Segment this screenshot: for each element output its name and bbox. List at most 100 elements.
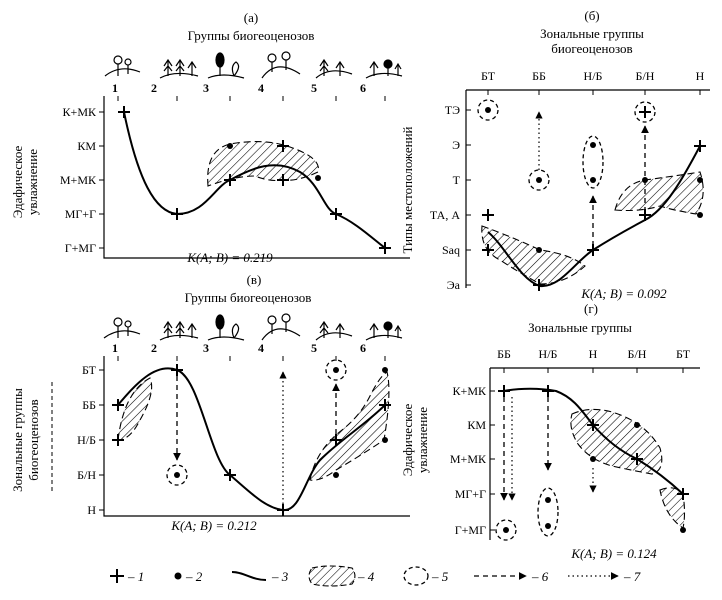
panel-v-ytick-5: Н <box>87 503 96 517</box>
panel-g-hatch-area <box>659 487 686 529</box>
panel-b-xtick-5: Н <box>696 69 705 83</box>
dot-marker <box>333 367 339 373</box>
panel-g-title: Зональные группы <box>528 320 632 335</box>
panel-b-ytick-2: Э <box>452 138 460 152</box>
group-5-icon <box>315 320 353 341</box>
panel-g-xtick-4: Б/Н <box>628 347 647 361</box>
panel-a-ytick-2: КМ <box>77 139 96 153</box>
plus-marker <box>677 488 689 500</box>
plus-marker <box>379 242 391 254</box>
panel-v-ytick-4: Б/Н <box>77 468 96 482</box>
panel-a-xtick-3: 3 <box>203 81 209 95</box>
plus-marker <box>694 140 706 152</box>
panel-g-ytick-2: КМ <box>467 418 486 432</box>
dot-marker <box>382 367 388 373</box>
panel-g-ytick-4: МГ+Г <box>455 487 486 501</box>
panel-v-xtick-1: 1 <box>112 341 118 355</box>
panel-v-title: Группы биогеоценозов <box>185 290 312 305</box>
group-6-icon <box>365 59 403 79</box>
dot-marker <box>680 527 686 533</box>
legend: – 1 – 2 – 3 – 4 – 5 – 6 – 7 <box>110 565 641 587</box>
panel-b-ytick-5: Saq <box>442 243 460 257</box>
legend-item-6: – 6 <box>474 569 549 584</box>
group-2-icon <box>159 58 199 79</box>
panel-v-coefficient: K(A; B) = 0.212 <box>170 518 257 533</box>
panel-b-dashed-oval <box>582 135 604 189</box>
panel-g-axis-ticks <box>490 368 684 531</box>
panel-b-title-1: Зональные группы <box>540 26 644 41</box>
panel-a-ytick-1: К+МК <box>63 105 97 119</box>
plus-marker <box>587 244 599 256</box>
dot-marker <box>536 247 542 253</box>
plus-marker <box>631 453 643 465</box>
group-3-icon <box>207 314 245 341</box>
panel-b-xtick-2: ББ <box>532 69 546 83</box>
plus-marker <box>587 419 599 431</box>
panel-a-title: Группы биогеоценозов <box>188 28 315 43</box>
panel-g-ytick-3: М+МК <box>450 452 487 466</box>
panel-b-dashed-oval <box>634 101 656 123</box>
group-6-icon <box>365 321 403 341</box>
panel-g-points <box>498 385 689 500</box>
plus-marker <box>277 174 289 186</box>
panel-v-xtick-6: 6 <box>360 341 366 355</box>
panel-v-ytick-2: ББ <box>82 398 96 412</box>
group-2-icon <box>159 320 199 341</box>
dot-marker <box>227 143 233 149</box>
group-4-icon <box>261 51 301 79</box>
panel-g-hatch-area <box>570 408 663 475</box>
dot-marker <box>590 456 596 462</box>
panel-b-hatch-area <box>481 225 586 285</box>
legend-plus-icon <box>110 569 124 583</box>
panel-v-ytick-3: Н/Б <box>77 433 96 447</box>
panel-a-xtick-2: 2 <box>151 81 157 95</box>
panel-g-ylabel-1: Эдафическое <box>400 404 415 477</box>
panel-g-dashed-oval <box>537 487 559 537</box>
plus-marker <box>542 385 554 397</box>
plus-marker <box>118 106 130 118</box>
plus-marker <box>498 385 510 397</box>
dot-marker <box>485 107 491 113</box>
plus-marker <box>330 208 342 220</box>
panel-a-curve <box>123 111 386 249</box>
legend-dashed-oval-icon <box>403 566 429 586</box>
panel-b-ytick-4: ТА, А <box>430 208 460 222</box>
plus-marker <box>224 174 236 186</box>
panel-v: (в) Группы биогеоценозов 1 2 3 4 5 6 БТ … <box>10 272 410 533</box>
panel-g-xtick-2: Н/Б <box>539 347 558 361</box>
panel-a-xtick-5: 5 <box>311 81 317 95</box>
plus-marker <box>379 399 391 411</box>
dot-marker <box>697 212 703 218</box>
legend-hatch-icon <box>308 565 356 587</box>
panel-v-group-icons <box>103 313 403 341</box>
plus-marker <box>482 209 494 221</box>
panel-v-hatch-area <box>117 377 153 441</box>
plus-marker <box>277 504 289 516</box>
panel-g-ytick-5: Г+МГ <box>455 523 486 537</box>
dot-marker <box>382 437 388 443</box>
dot-marker <box>503 527 509 533</box>
panel-a: (а) Группы биогеоценозов 1 2 3 4 5 6 К+М… <box>10 10 410 265</box>
dot-marker <box>333 472 339 478</box>
legend-dot-icon <box>174 572 182 580</box>
panel-v-axes <box>103 356 410 517</box>
dot-marker <box>590 177 596 183</box>
panel-b-dashed-oval <box>528 169 550 191</box>
panel-b-ytick-1: ТЭ <box>445 103 460 117</box>
panel-g-coefficient: K(A; B) = 0.124 <box>570 546 657 561</box>
panel-b-ytick-6: Эа <box>447 278 461 292</box>
panel-b: (б) Зональные группы биогеоценозов БТ ББ… <box>400 8 710 301</box>
plus-marker <box>639 209 651 221</box>
panel-b-letter: (б) <box>584 8 599 23</box>
panel-a-axes <box>103 96 410 259</box>
panel-a-xtick-1: 1 <box>112 81 118 95</box>
group-3-icon <box>207 52 245 79</box>
panel-a-ytick-5: Г+МГ <box>65 241 96 255</box>
plus-marker <box>112 399 124 411</box>
panel-v-axis-ticks <box>99 356 386 511</box>
panel-g-letter: (г) <box>584 301 598 316</box>
plus-marker <box>171 208 183 220</box>
panel-b-axis-ticks <box>466 90 701 286</box>
panel-g-dashed-oval <box>495 519 517 541</box>
panel-v-letter: (в) <box>247 272 262 287</box>
